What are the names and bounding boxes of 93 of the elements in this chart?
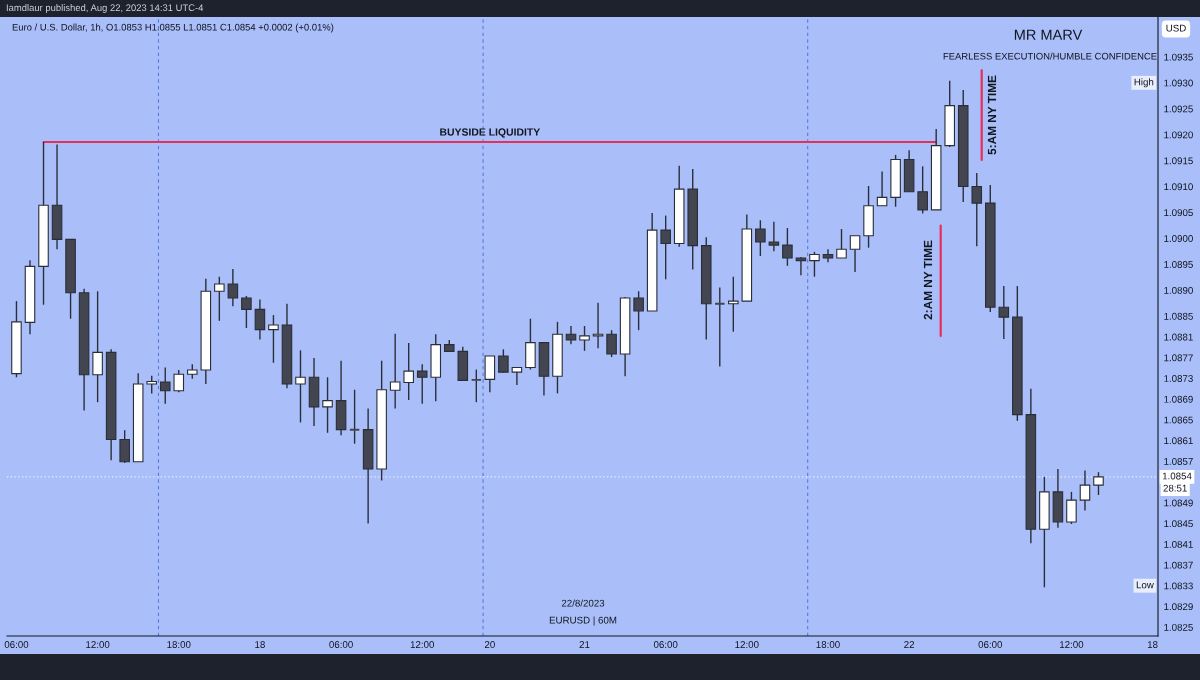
- candlestick: [876, 170, 888, 207]
- candlestick: [809, 251, 820, 278]
- candlestick: [484, 355, 496, 394]
- text: 28:51: [1163, 484, 1187, 492]
- y-tick-label: 1.0885: [1164, 312, 1193, 320]
- candlestick: [498, 348, 509, 374]
- x-tick-label: 18:00: [816, 641, 840, 648]
- y-tick-label: 1.0900: [1164, 235, 1193, 242]
- y-tick-label: 1.0935: [1164, 53, 1193, 61]
- y-tick-label: 1.0869: [1164, 395, 1193, 403]
- x-tick-label: 21: [579, 641, 590, 648]
- x-tick-label: 06:00: [653, 641, 678, 648]
- candlestick: [606, 329, 617, 358]
- candlestick: [998, 285, 1010, 340]
- x-tick-label: 20: [484, 641, 495, 648]
- candlestick: [159, 366, 171, 405]
- annotation: High: [1134, 78, 1154, 88]
- candlestick: [849, 235, 861, 273]
- candlestick: [268, 314, 279, 364]
- candlestick: [633, 290, 644, 331]
- candlestick: [173, 369, 185, 394]
- x-tick-label: 12:00: [1060, 641, 1084, 648]
- y-tick-label: 1.0833: [1164, 582, 1193, 590]
- x-tick-label: 06:00: [978, 641, 1003, 648]
- candlestick: [755, 219, 766, 257]
- x-tick-label: 12:00: [735, 641, 759, 648]
- x-tick-label: 12:00: [86, 641, 110, 648]
- y-tick-label: 1.0849: [1164, 499, 1193, 507]
- y-tick-label: 1.0825: [1164, 623, 1193, 631]
- x-tick-label: 06:00: [4, 641, 29, 648]
- annotation: Euro / U.S. Dollar, 1h, O1.0853 H1.0855 L1.0851 C1.0854 +0.0002 (+0.01%): [12, 23, 334, 33]
- y-tick-label: 1.0915: [1164, 157, 1193, 165]
- annotation: 5:AM NY TIME: [987, 75, 997, 155]
- candlestick: [795, 256, 807, 276]
- x-tick-label: 06:00: [329, 641, 353, 648]
- x-tick-label: 18: [255, 641, 265, 648]
- y-tick-label: 1.0910: [1164, 183, 1193, 191]
- candlestick: [241, 295, 252, 329]
- y-tick-label: 1.0925: [1164, 105, 1193, 113]
- candlestick: [403, 342, 414, 401]
- series-label: BUYSIDE LIQUIDITY: [440, 128, 541, 138]
- y-tick-label: 1.0829: [1164, 603, 1193, 611]
- candlestick: [389, 333, 401, 410]
- candlestick: [579, 325, 590, 352]
- x-tick-label: 12:00: [410, 641, 435, 648]
- y-tick-label: 1.0890: [1164, 286, 1193, 294]
- y-tick-label: 1.0857: [1164, 458, 1193, 465]
- candlestick: [322, 376, 333, 434]
- y-tick-label: 1.0930: [1164, 79, 1193, 87]
- candlestick: [295, 349, 306, 424]
- candlestick: [416, 363, 428, 405]
- candlestick: [1066, 491, 1077, 525]
- candlestick: [1093, 471, 1104, 496]
- candlestick: [470, 368, 483, 403]
- candlestick: [227, 268, 239, 307]
- x-tick-label: 18: [1147, 641, 1158, 648]
- y-tick-label: 1.0920: [1164, 131, 1193, 139]
- candlestick: [782, 227, 793, 267]
- x-tick-label: 22: [904, 641, 915, 648]
- candlestick: [768, 221, 780, 253]
- x-tick-label: 18:00: [167, 641, 191, 648]
- text: Iamdlaur published, Aug 22, 2023 14:31 UTC-4: [6, 4, 204, 13]
- y-axis-title: USD: [1166, 24, 1186, 32]
- y-tick-label: 1.0873: [1164, 375, 1193, 382]
- candlestick: [1079, 469, 1091, 512]
- text: MR MARV: [1014, 29, 1083, 40]
- candlestick: [917, 165, 928, 215]
- candlestick: [565, 325, 577, 345]
- candlestick: [214, 276, 225, 322]
- y-tick-label: 1.0877: [1164, 354, 1193, 362]
- annotation: 2:AM NY TIME: [923, 240, 933, 320]
- candlestick: [92, 290, 103, 403]
- y-tick-label: 1.0841: [1164, 540, 1193, 548]
- candlestick: [728, 276, 739, 333]
- candlestick: [348, 389, 361, 445]
- candlestick: [836, 228, 847, 259]
- annotation: EURUSD | 60M: [549, 616, 617, 626]
- candlestick: [254, 298, 266, 341]
- annotation: 22/8/2023: [561, 599, 605, 607]
- ref-line-label: 1.0854: [1162, 472, 1192, 480]
- y-tick-label: 1.0895: [1164, 261, 1193, 268]
- y-tick-label: 1.0837: [1164, 561, 1193, 569]
- y-tick-label: 1.0845: [1164, 520, 1193, 528]
- candlestick: [660, 214, 671, 281]
- text: FEARLESS EXECUTION/HUMBLE CONFIDENCE: [943, 52, 1157, 60]
- candlestick: [971, 172, 983, 247]
- candlestick: [714, 286, 726, 368]
- y-tick-label: 1.0865: [1164, 416, 1193, 424]
- y-tick-label: 1.0905: [1164, 209, 1193, 217]
- y-tick-label: 1.0881: [1164, 333, 1193, 341]
- y-tick-label: 1.0861: [1164, 437, 1193, 445]
- annotation: Low: [1136, 581, 1154, 589]
- candlestick: [119, 429, 130, 464]
